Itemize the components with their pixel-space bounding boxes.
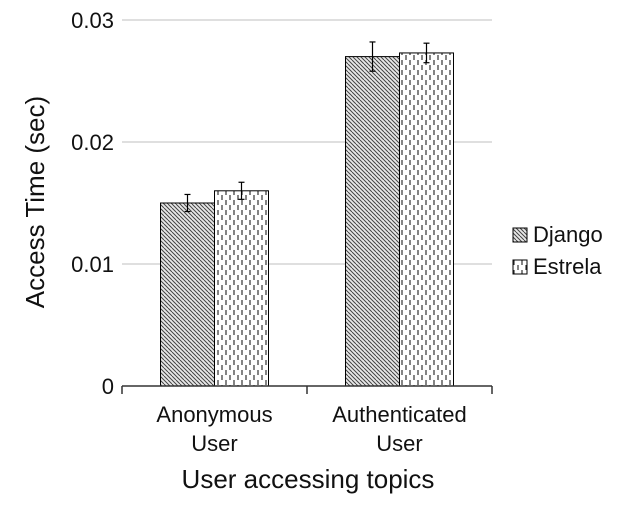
x-category-label-0-1: User xyxy=(191,431,237,456)
y-tick-labels: 0 0.01 0.02 0.03 xyxy=(71,8,114,399)
y-tick-label-0: 0 xyxy=(102,374,114,399)
x-category-labels: Anonymous User Authenticated User xyxy=(156,402,466,456)
y-tick-label-1: 0.01 xyxy=(71,252,114,277)
y-tick-label-3: 0.03 xyxy=(71,8,114,33)
error-bar-django-0 xyxy=(184,193,191,213)
x-axis-title: User accessing topics xyxy=(182,464,435,494)
legend-label-estrela: Estrela xyxy=(533,254,602,279)
axes xyxy=(121,385,493,394)
bar-estrela-1 xyxy=(399,52,454,387)
legend-swatch-estrela xyxy=(512,259,528,275)
error-bar-estrela-1 xyxy=(423,42,430,64)
bars xyxy=(160,41,454,387)
x-category-label-1-0: Authenticated xyxy=(332,402,467,427)
error-bar-django-1 xyxy=(369,41,376,72)
bar-django-0 xyxy=(160,202,215,387)
legend-label-django: Django xyxy=(533,222,603,247)
legend-swatch-django xyxy=(512,227,528,243)
legend: Django Estrela xyxy=(512,222,603,279)
x-category-label-0-0: Anonymous xyxy=(156,402,272,427)
x-category-label-1-1: User xyxy=(376,431,422,456)
y-tick-label-2: 0.02 xyxy=(71,130,114,155)
error-bar-estrela-0 xyxy=(238,181,245,200)
bar-estrela-0 xyxy=(214,190,269,387)
bar-django-1 xyxy=(345,56,400,387)
y-axis-title: Access Time (sec) xyxy=(20,96,50,308)
